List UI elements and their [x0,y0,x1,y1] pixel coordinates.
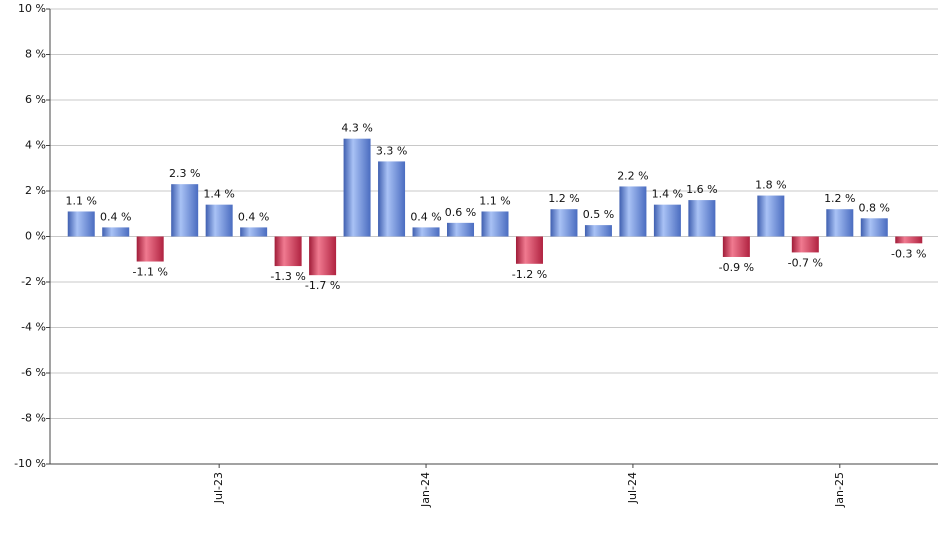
y-tick-label: 4 % [25,139,46,152]
value-label: 0.6 % [445,206,476,219]
y-tick-label: -10 % [14,457,46,470]
bar [895,236,923,244]
y-tick-label: 10 % [18,2,46,15]
value-label: 0.8 % [859,201,890,214]
y-tick-label: 6 % [25,93,46,106]
bar [619,186,647,237]
y-tick-label: -6 % [21,366,46,379]
bar [343,138,371,237]
x-tick-label: Jul-23 [212,472,225,504]
bar [240,227,268,237]
bar [584,225,612,237]
y-tick-label: -2 % [21,275,46,288]
bar [412,227,440,237]
bar [136,236,164,262]
bar [515,236,543,264]
value-label: 0.4 % [410,210,441,223]
bar [378,161,406,237]
bar [860,218,888,237]
bar [757,195,785,237]
value-label: -0.9 % [719,261,754,274]
value-label: -0.7 % [788,256,823,269]
value-label: 1.1 % [479,194,510,207]
bar [653,204,681,237]
bar [447,222,475,237]
x-tick-label: Jan-25 [833,472,846,508]
value-label: 1.6 % [686,183,717,196]
bar [67,211,95,237]
value-label: 1.4 % [652,188,683,201]
bar [309,236,337,276]
value-label: -0.3 % [891,247,926,260]
bar [481,211,509,237]
value-label: 2.2 % [617,169,648,182]
bar [791,236,819,253]
value-label: 2.3 % [169,167,200,180]
value-label: 1.2 % [548,192,579,205]
value-label: 1.8 % [755,179,786,192]
value-label: -1.2 % [512,268,547,281]
y-tick-label: -8 % [21,412,46,425]
value-label: -1.1 % [132,266,167,279]
bar [274,236,302,267]
y-tick-label: -4 % [21,321,46,334]
bar [550,209,578,237]
bar [205,204,233,237]
value-label: 0.4 % [100,210,131,223]
y-tick-label: 0 % [25,230,46,243]
bar [171,184,199,237]
bar [722,236,750,257]
value-label: -1.3 % [270,270,305,283]
value-label: 0.5 % [583,208,614,221]
y-tick-label: 8 % [25,48,46,61]
value-label: 4.3 % [341,122,372,135]
value-label: 1.4 % [203,188,234,201]
value-label: 1.1 % [66,194,97,207]
y-tick-label: 2 % [25,184,46,197]
bar [688,200,716,237]
bar [826,209,854,237]
value-label: 3.3 % [376,144,407,157]
value-label: -1.7 % [305,279,340,292]
x-tick-label: Jul-24 [626,472,639,504]
x-tick-label: Jan-24 [419,472,432,508]
value-label: 0.4 % [238,210,269,223]
bar [102,227,130,237]
value-label: 1.2 % [824,192,855,205]
